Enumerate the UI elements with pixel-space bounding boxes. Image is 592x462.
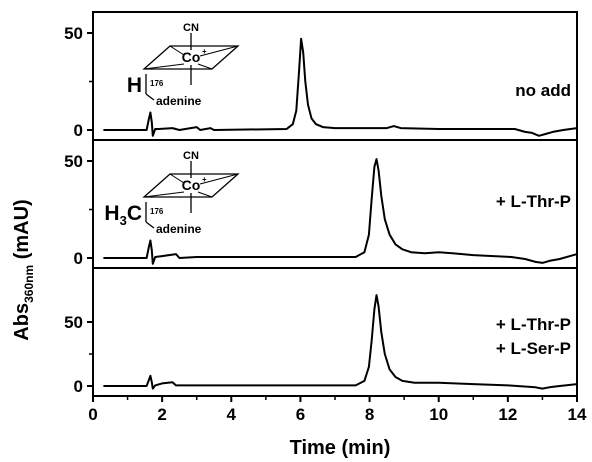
x-tick-label: 0	[88, 405, 97, 424]
ligand-label: CN	[183, 22, 199, 34]
panel-label-line: + L-Thr-P	[496, 315, 571, 334]
panel-3: 0 50 + L-Thr-P + L-Ser-P	[64, 267, 578, 397]
x-axis-title: Time (min)	[290, 437, 391, 459]
bond-line	[169, 173, 185, 184]
cobalamin-structure: CN Co +176 adenine H3C	[104, 150, 240, 236]
y-tick-label: 50	[64, 152, 83, 171]
bond-line	[145, 221, 155, 229]
x-tick-label: 6	[296, 405, 305, 424]
bond-line	[143, 191, 185, 198]
cobalamin-structure: CN Co +176 adenine H	[127, 22, 240, 108]
ligand-label: CN	[183, 150, 199, 162]
base-label: adenine	[156, 94, 202, 108]
x-axis: 0 2 4 6 8 10 12 14	[88, 396, 587, 424]
y-axis-title-main: Abs	[11, 303, 33, 341]
panel-label-line: no add	[515, 81, 571, 100]
chromatogram-trace	[103, 294, 578, 390]
panel-1: 0 50 no add CN Co +176 adenine H	[64, 11, 578, 141]
x-tick-label: 10	[429, 405, 448, 424]
residue-position-label: 176	[150, 207, 164, 216]
bond-line	[145, 93, 155, 101]
y-tick-label: 0	[74, 121, 83, 140]
bond-line	[143, 63, 185, 70]
y-axis-title-unit: (mAU)	[11, 199, 33, 265]
bond-line	[199, 173, 239, 185]
group-label: H3C	[104, 202, 142, 228]
y-tick-label: 50	[64, 24, 83, 43]
y-axis-title: Abs360nm (mAU)	[11, 199, 36, 340]
charge-plus: +	[202, 175, 207, 184]
panel-frame	[92, 11, 578, 141]
x-tick-label: 4	[227, 405, 237, 424]
base-label: adenine	[156, 222, 202, 236]
x-tick-label: 14	[568, 405, 587, 424]
y-axis-title-subscript: 360nm	[22, 265, 36, 303]
y-tick-label: 0	[74, 377, 83, 396]
panel-label-line: + L-Ser-P	[496, 339, 571, 358]
x-tick-label: 12	[498, 405, 517, 424]
panel-label-line: + L-Thr-P	[496, 192, 571, 211]
bond-line	[197, 191, 213, 198]
x-tick-label: 8	[365, 405, 374, 424]
metal-label: Co	[182, 177, 201, 193]
bond-line	[197, 63, 213, 70]
panel-2: 0 50 + L-Thr-P CN Co +176 adenine H3C	[64, 139, 578, 269]
residue-position-label: 176	[150, 79, 164, 88]
group-label: H	[127, 74, 142, 97]
y-tick-label: 50	[64, 313, 83, 332]
charge-plus: +	[202, 47, 207, 56]
x-tick-label: 2	[157, 405, 166, 424]
bond-line	[199, 45, 239, 57]
y-tick-label: 0	[74, 249, 83, 268]
chromatogram-trace	[103, 37, 578, 137]
bond-line	[169, 45, 185, 56]
metal-label: Co	[182, 49, 201, 65]
chromatogram-trace	[103, 158, 578, 265]
